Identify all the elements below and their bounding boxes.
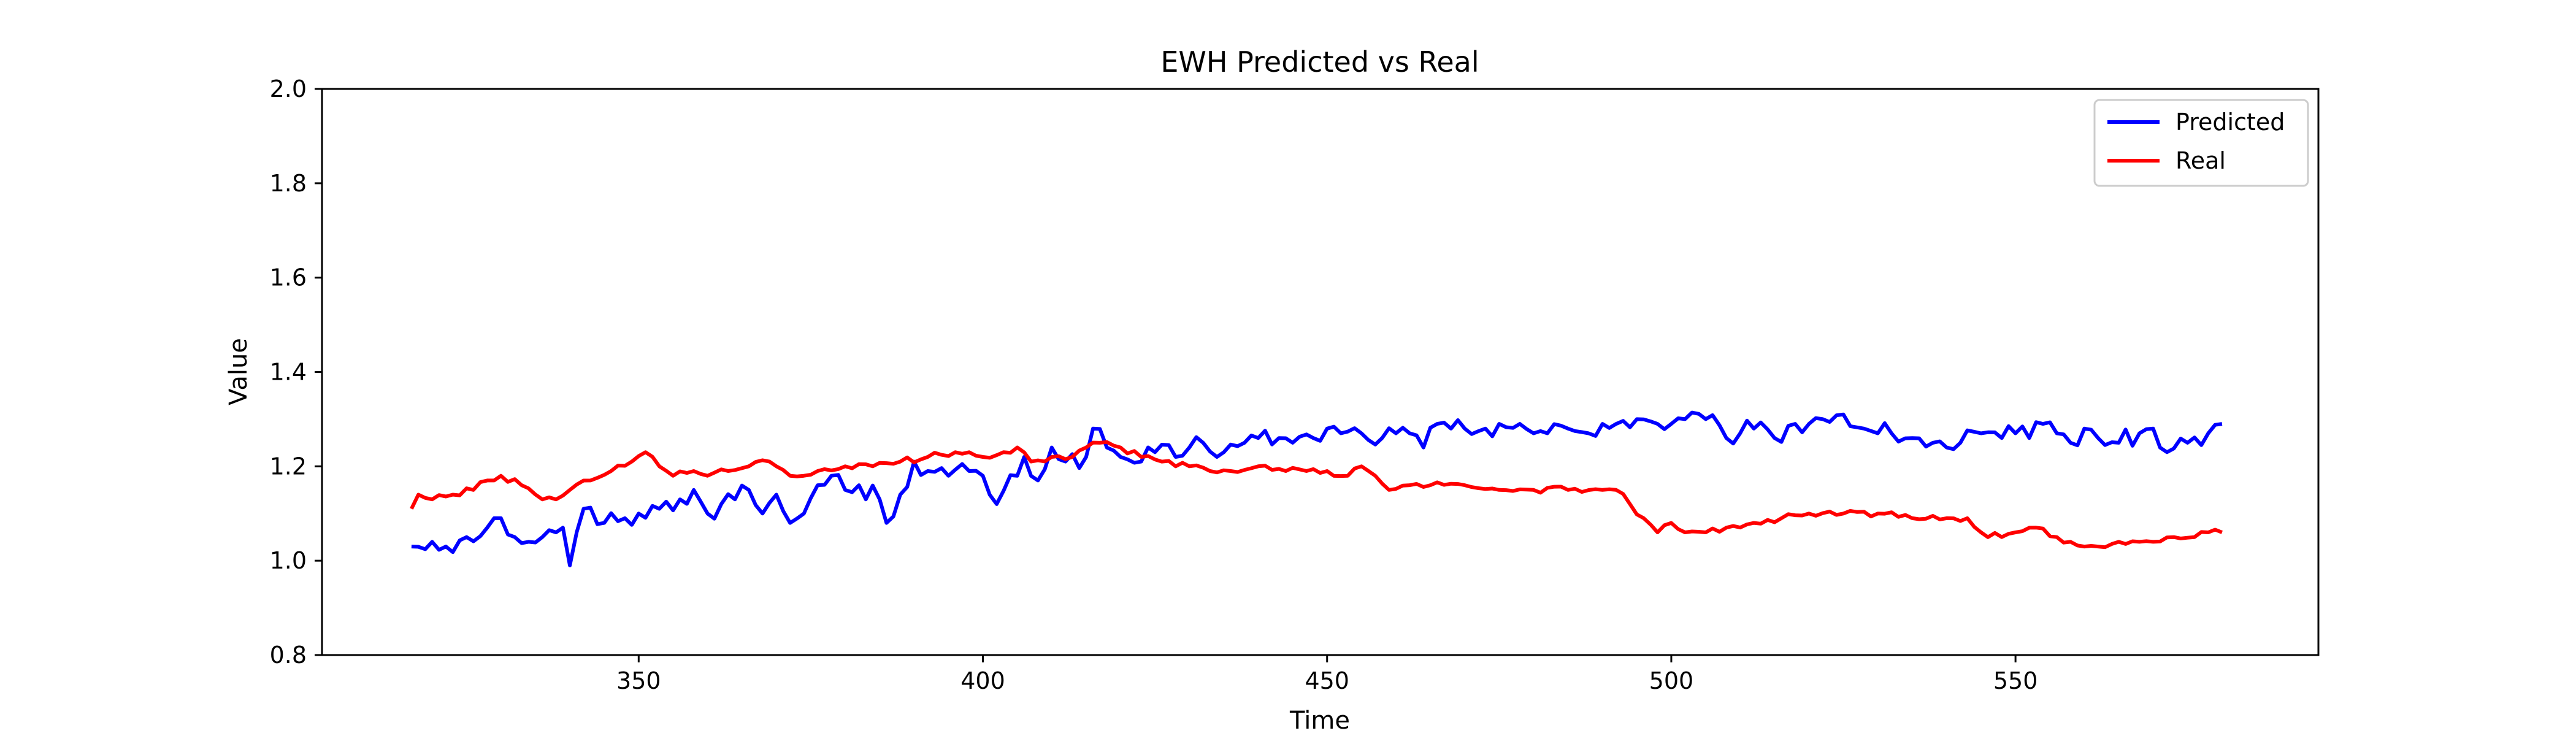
x-tick-label: 450 bbox=[1305, 667, 1349, 694]
y-tick-label: 2.0 bbox=[270, 75, 307, 102]
x-tick-label: 400 bbox=[960, 667, 1005, 694]
chart-title: EWH Predicted vs Real bbox=[1160, 45, 1479, 79]
y-tick-label: 1.2 bbox=[270, 453, 307, 480]
legend: Predicted Real bbox=[2093, 99, 2309, 187]
ticks-layer: 350 400 450 500 550 0.8 1.0 1.2 1.4 1.6 1.8 2.0 bbox=[270, 75, 2038, 694]
x-tick-label: 500 bbox=[1649, 667, 1694, 694]
x-tick-label: 350 bbox=[616, 667, 661, 694]
y-tick-label: 1.4 bbox=[270, 359, 307, 386]
y-axis-title: Value bbox=[224, 338, 253, 405]
legend-label-real: Real bbox=[2175, 147, 2226, 174]
series-layer bbox=[410, 410, 2223, 567]
y-tick-label: 0.8 bbox=[270, 642, 307, 669]
y-tick-label: 1.8 bbox=[270, 170, 307, 197]
x-tick-label: 550 bbox=[1993, 667, 2038, 694]
series-line-predicted bbox=[411, 410, 2223, 567]
x-axis-title: Time bbox=[1289, 707, 1350, 735]
plot-frame bbox=[321, 88, 2320, 656]
series-line-real bbox=[410, 440, 2223, 550]
legend-label-predicted: Predicted bbox=[2175, 109, 2285, 136]
y-tick-label: 1.0 bbox=[270, 547, 307, 574]
y-tick-label: 1.6 bbox=[270, 264, 307, 291]
